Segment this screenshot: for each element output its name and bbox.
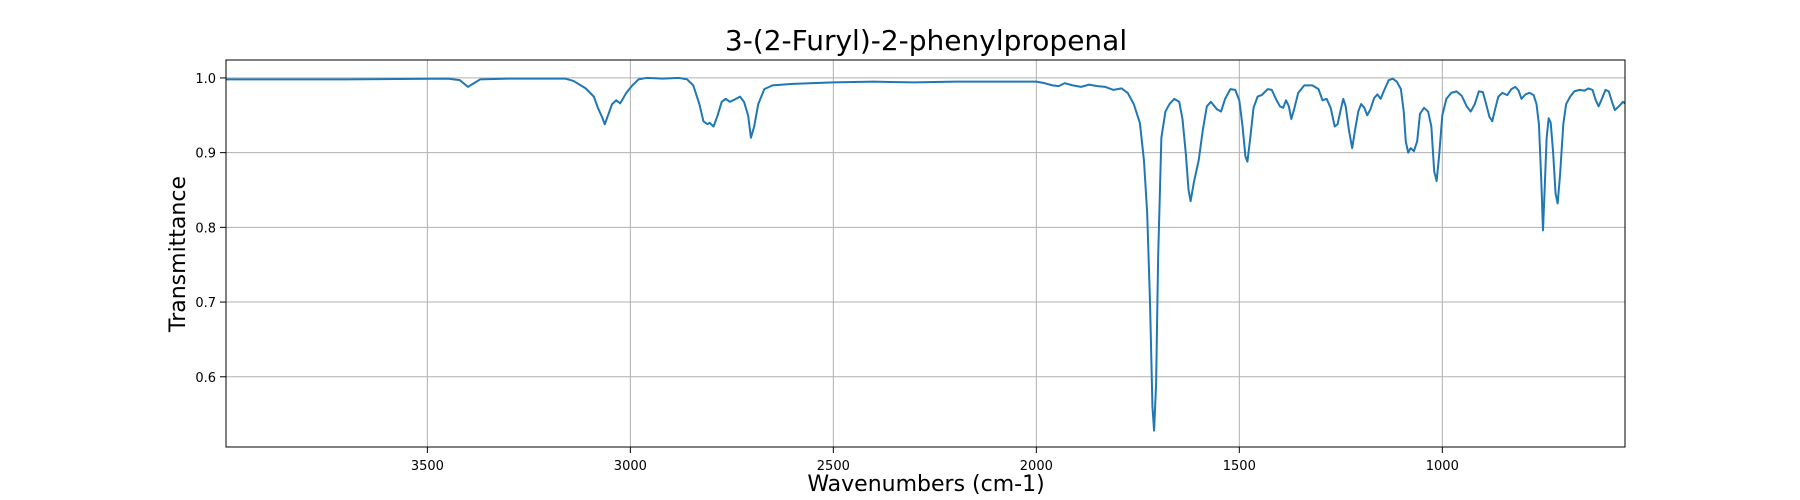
- x-tick-label-2: 2500: [817, 459, 850, 474]
- series-layer: [226, 76, 1626, 432]
- chart-title: 3-(2-Furyl)-2-phenylpropenal: [725, 24, 1127, 57]
- y-tick-label-4: 1.0: [195, 72, 216, 87]
- x-axis-ticks: 3500 3000 2500 2000 1500 1000: [411, 447, 1459, 474]
- plot-frame: [225, 59, 1626, 448]
- x-tick-label-5: 1000: [1426, 459, 1459, 474]
- y-tick-label-0: 0.6: [195, 371, 216, 386]
- y-tick-label-2: 0.8: [195, 221, 216, 236]
- x-tick-label-4: 1500: [1223, 459, 1256, 474]
- y-tick-label-3: 0.9: [195, 147, 216, 162]
- spectrum-line-0: [226, 76, 1626, 432]
- y-axis-label: Transmittance: [166, 176, 191, 333]
- x-axis-label: Wavenumbers (cm-1): [807, 472, 1044, 497]
- x-tick-label-3: 2000: [1020, 459, 1053, 474]
- y-axis-ticks: 0.6 0.7 0.8 0.9 1.0: [195, 72, 226, 386]
- y-tick-label-1: 0.7: [195, 296, 216, 311]
- grid-lines: [226, 60, 1625, 447]
- x-tick-label-0: 3500: [411, 459, 444, 474]
- x-tick-label-1: 3000: [614, 459, 647, 474]
